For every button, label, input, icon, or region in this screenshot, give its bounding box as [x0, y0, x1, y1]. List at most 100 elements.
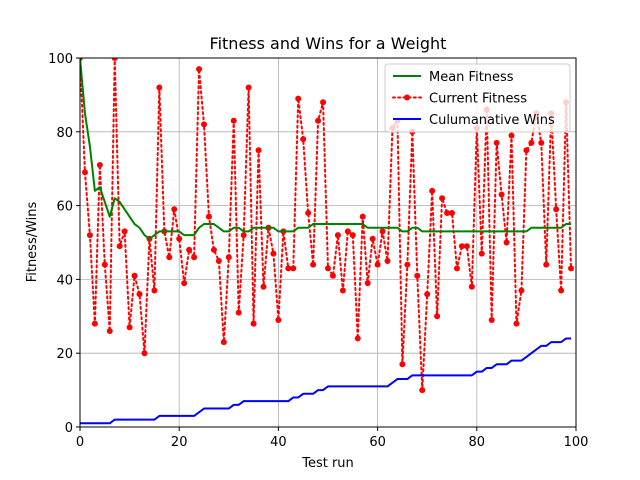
x-axis: 0 20 40 60 80 100: [76, 427, 589, 450]
data-point: [453, 265, 460, 272]
legend-label: Mean Fitness: [429, 70, 514, 85]
data-point: [399, 361, 406, 368]
data-point: [156, 84, 163, 91]
legend-label: Current Fitness: [429, 92, 527, 107]
data-point: [364, 280, 371, 287]
x-tick-label: 80: [469, 435, 486, 450]
y-tick-label: 100: [48, 52, 73, 67]
data-point: [468, 283, 475, 290]
legend-box: [384, 63, 571, 133]
data-point: [424, 291, 431, 298]
data-point: [503, 239, 510, 246]
data-point: [166, 254, 173, 261]
data-point: [260, 283, 267, 290]
data-point: [245, 84, 252, 91]
data-point: [250, 320, 257, 327]
data-point: [315, 117, 322, 124]
y-tick-label: 0: [65, 421, 73, 436]
data-point: [91, 320, 98, 327]
data-point: [339, 287, 346, 294]
data-point: [215, 257, 222, 264]
data-point: [320, 99, 327, 106]
y-axis: 0 20 40 60 80 100: [48, 52, 80, 436]
data-point: [191, 254, 198, 261]
data-point: [488, 316, 495, 323]
legend: Mean Fitness Current Fitness Culumanative …: [384, 63, 571, 133]
data-point: [235, 309, 242, 316]
data-point: [434, 313, 441, 320]
legend-marker: [404, 94, 410, 101]
data-point: [553, 206, 560, 213]
data-point: [270, 250, 277, 257]
data-point: [225, 254, 232, 261]
data-point: [121, 228, 128, 235]
data-point: [290, 265, 297, 272]
data-point: [255, 147, 262, 154]
data-point: [498, 191, 505, 198]
data-point: [196, 66, 203, 73]
data-point: [523, 147, 530, 154]
data-point: [329, 272, 336, 279]
data-point: [444, 209, 451, 216]
data-point: [538, 139, 545, 146]
x-tick-label: 100: [564, 435, 589, 450]
data-point: [458, 243, 465, 250]
y-tick-label: 60: [56, 200, 73, 215]
data-point: [210, 246, 217, 253]
data-point: [116, 243, 123, 250]
data-point: [131, 272, 138, 279]
series-line: [80, 58, 572, 240]
data-point: [81, 169, 88, 176]
data-point: [86, 232, 93, 239]
data-point: [478, 250, 485, 257]
data-point: [568, 265, 575, 272]
data-point: [404, 261, 411, 268]
series-mean-fitness: [80, 58, 572, 240]
data-point: [285, 265, 292, 272]
data-point: [305, 209, 312, 216]
data-point: [374, 261, 381, 268]
y-axis-label: Fitness/Wins: [25, 201, 40, 282]
series-culumanative-wins: [80, 337, 572, 425]
data-point: [240, 232, 247, 239]
data-point: [463, 243, 470, 250]
data-point: [493, 139, 500, 146]
data-point: [518, 287, 525, 294]
data-point: [354, 335, 361, 342]
y-tick-label: 80: [56, 126, 73, 141]
x-axis-label: Test run: [301, 456, 354, 471]
data-point: [334, 232, 341, 239]
data-point: [220, 339, 227, 346]
data-point: [171, 206, 178, 213]
x-tick-label: 60: [369, 435, 386, 450]
data-point: [295, 95, 302, 102]
data-point: [429, 187, 436, 194]
data-point: [359, 213, 366, 220]
x-tick-label: 40: [270, 435, 287, 450]
data-point: [419, 387, 426, 394]
data-point: [181, 280, 188, 287]
series-line: [80, 337, 572, 425]
data-point: [558, 287, 565, 294]
legend-label: Culumanative Wins: [429, 113, 555, 128]
data-point: [310, 261, 317, 268]
data-point: [384, 257, 391, 264]
data-point: [300, 136, 307, 143]
data-point: [96, 162, 103, 169]
data-point: [439, 195, 446, 202]
data-point: [141, 350, 148, 357]
y-tick-label: 40: [56, 273, 73, 288]
data-point: [201, 121, 207, 128]
data-point: [528, 139, 535, 146]
y-tick-label: 20: [56, 347, 73, 362]
data-point: [136, 291, 143, 298]
data-point: [379, 228, 386, 235]
plot-frame: [79, 57, 577, 428]
data-point: [449, 209, 455, 216]
data-point: [414, 272, 421, 279]
data-point: [344, 228, 351, 235]
x-tick-label: 20: [171, 435, 188, 450]
series-line: [80, 58, 573, 392]
data-point: [230, 117, 237, 124]
